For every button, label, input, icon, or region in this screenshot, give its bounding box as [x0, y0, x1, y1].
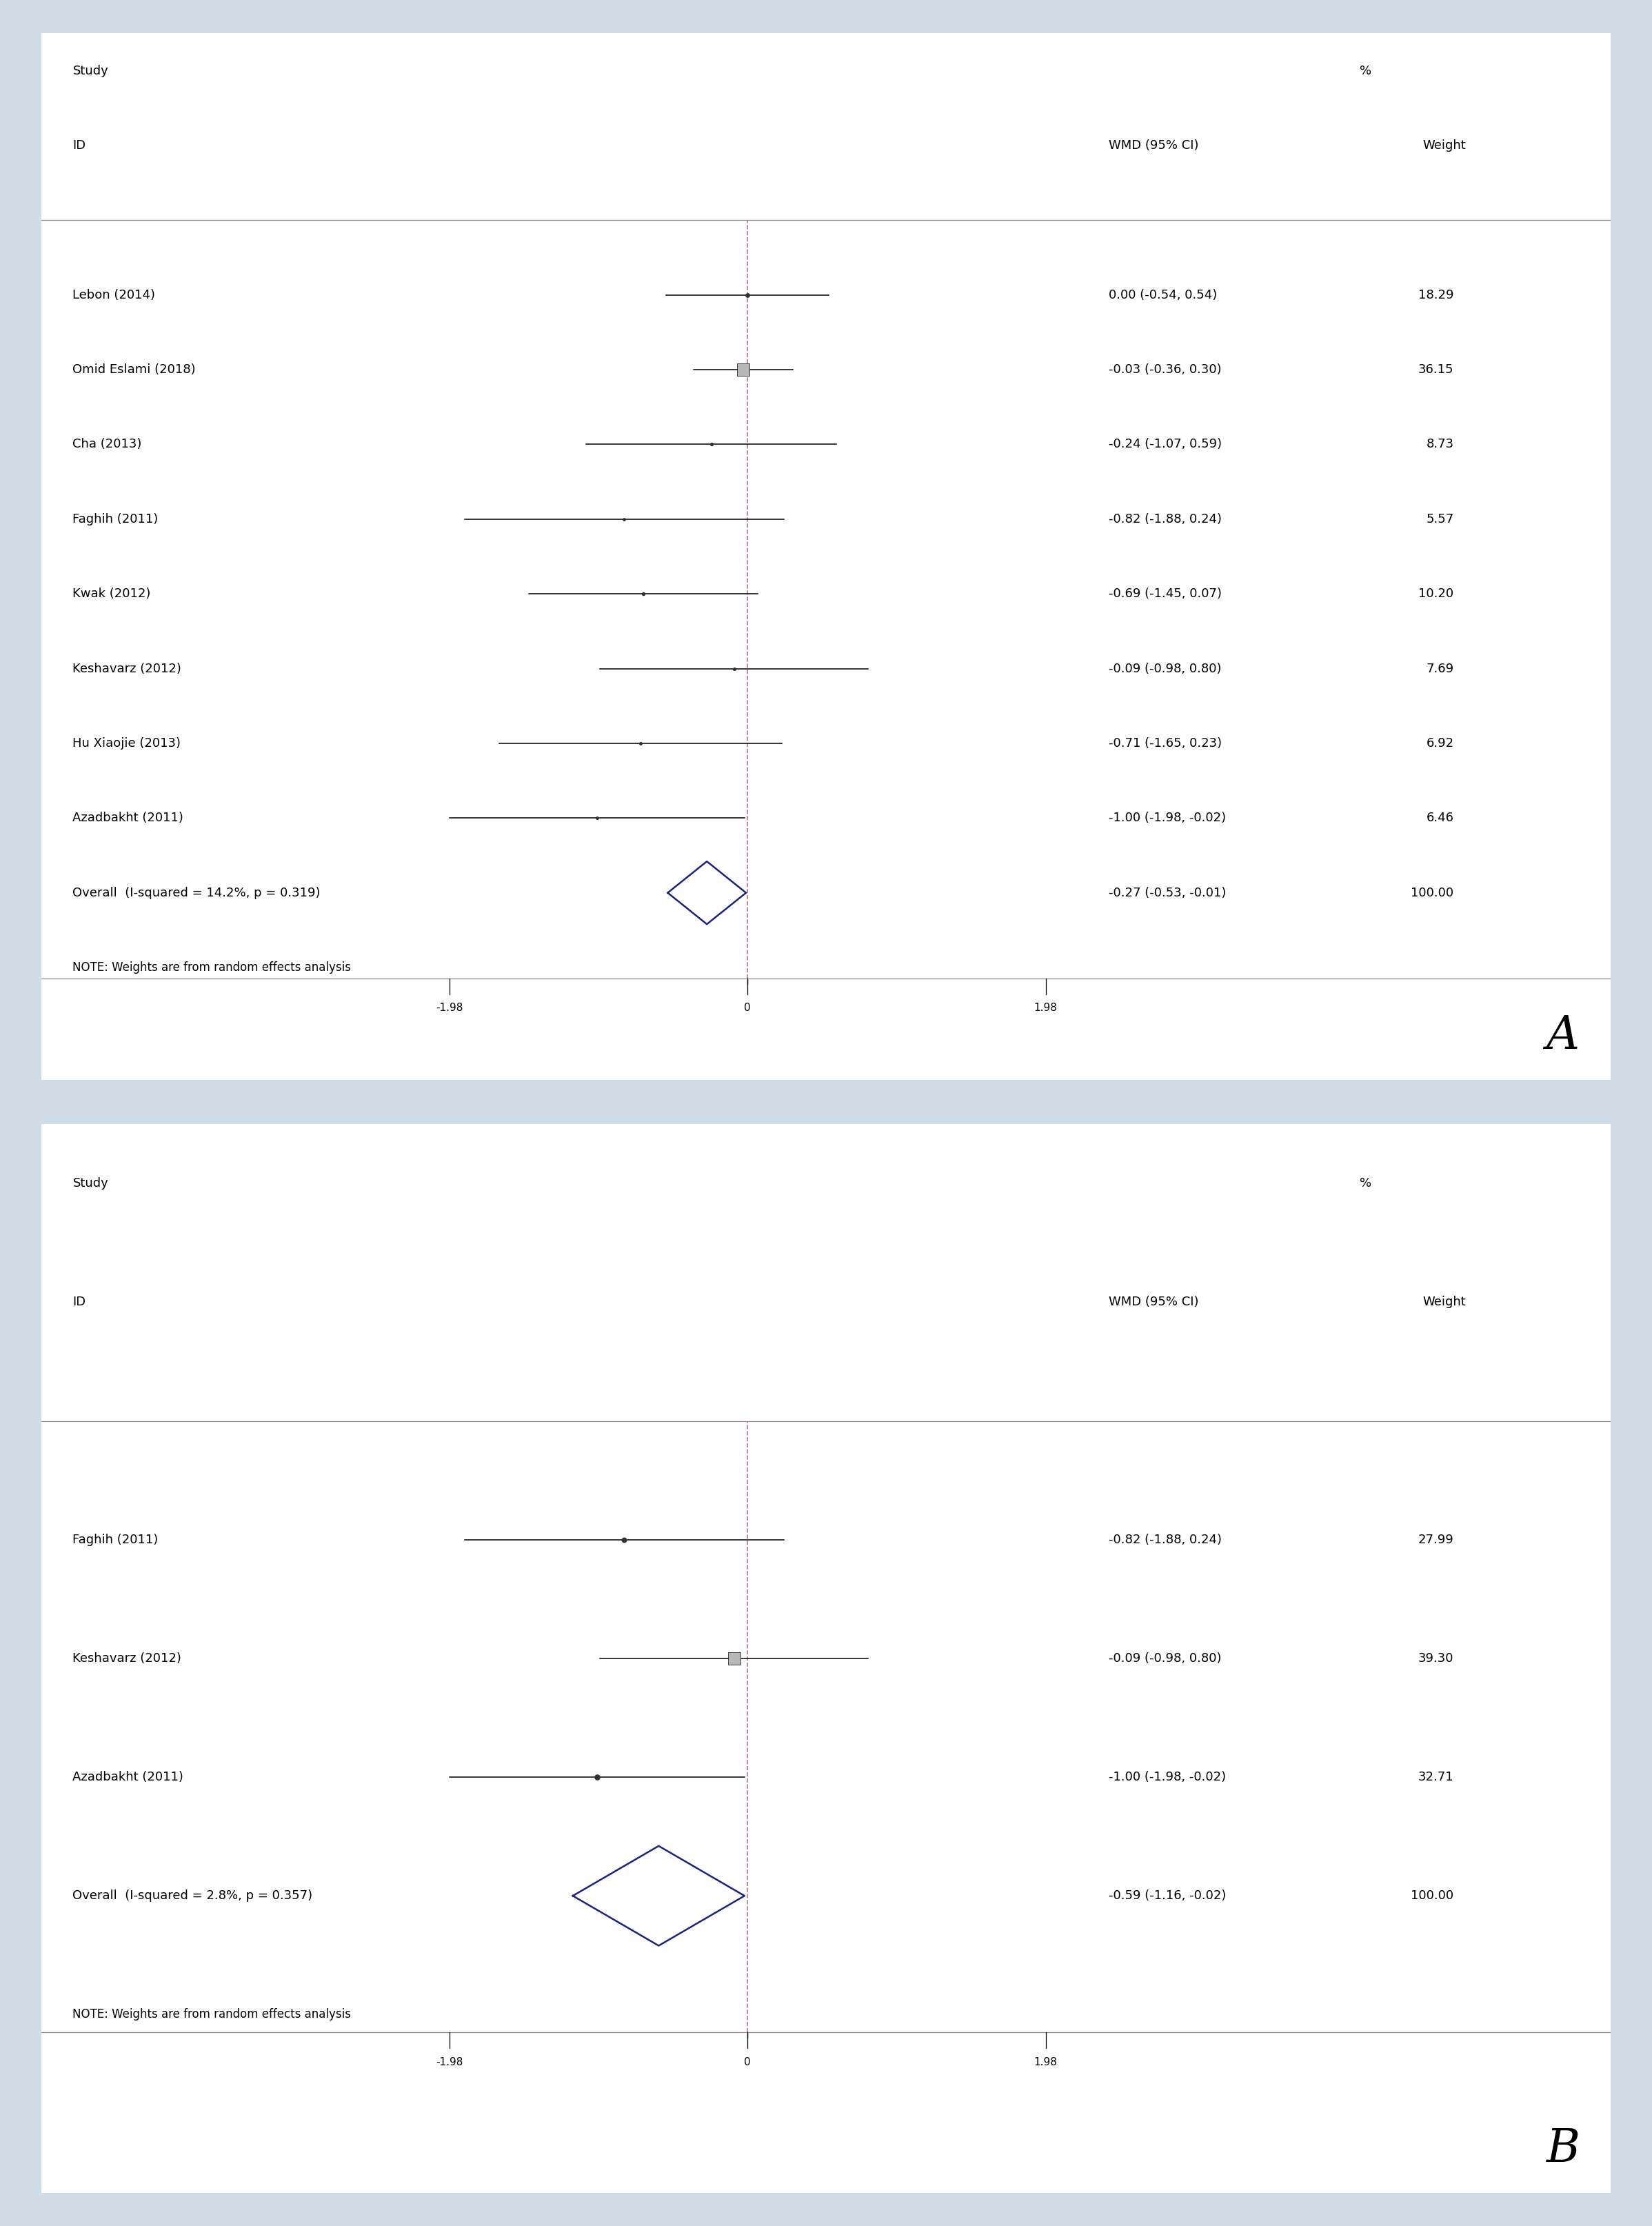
Text: A: A — [1546, 1013, 1579, 1060]
Text: -0.03 (-0.36, 0.30): -0.03 (-0.36, 0.30) — [1108, 363, 1221, 376]
Text: WMD (95% CI): WMD (95% CI) — [1108, 140, 1198, 151]
Text: 32.71: 32.71 — [1417, 1772, 1454, 1783]
Text: Lebon (2014): Lebon (2014) — [73, 289, 155, 301]
Text: 6.46: 6.46 — [1426, 812, 1454, 824]
Text: 36.15: 36.15 — [1419, 363, 1454, 376]
Text: -0.82 (-1.88, 0.24): -0.82 (-1.88, 0.24) — [1108, 512, 1221, 525]
Text: Study: Study — [73, 1178, 109, 1189]
Text: -0.24 (-1.07, 0.59): -0.24 (-1.07, 0.59) — [1108, 439, 1221, 450]
Text: Azadbakht (2011): Azadbakht (2011) — [73, 1772, 183, 1783]
Text: -1.98: -1.98 — [436, 1002, 463, 1013]
Text: -1.00 (-1.98, -0.02): -1.00 (-1.98, -0.02) — [1108, 1772, 1226, 1783]
Text: 6.92: 6.92 — [1426, 737, 1454, 750]
Text: WMD (95% CI): WMD (95% CI) — [1108, 1296, 1198, 1309]
Text: Overall  (I-squared = 14.2%, p = 0.319): Overall (I-squared = 14.2%, p = 0.319) — [73, 886, 320, 899]
Text: Omid Eslami (2018): Omid Eslami (2018) — [73, 363, 197, 376]
Text: Faghih (2011): Faghih (2011) — [73, 1534, 159, 1545]
Text: -0.82 (-1.88, 0.24): -0.82 (-1.88, 0.24) — [1108, 1534, 1221, 1545]
Text: Hu Xiaojie (2013): Hu Xiaojie (2013) — [73, 737, 182, 750]
Text: 10.20: 10.20 — [1419, 588, 1454, 601]
Text: 0: 0 — [743, 1002, 752, 1013]
Text: -0.09 (-0.98, 0.80): -0.09 (-0.98, 0.80) — [1108, 663, 1221, 674]
Text: B: B — [1546, 2126, 1579, 2170]
Text: -1.98: -1.98 — [436, 2057, 463, 2068]
Text: Cha (2013): Cha (2013) — [73, 439, 142, 450]
Text: -1.00 (-1.98, -0.02): -1.00 (-1.98, -0.02) — [1108, 812, 1226, 824]
Text: NOTE: Weights are from random effects analysis: NOTE: Weights are from random effects an… — [73, 2008, 352, 2021]
Text: 100.00: 100.00 — [1411, 886, 1454, 899]
Text: 1.98: 1.98 — [1034, 2057, 1057, 2068]
Text: Kwak (2012): Kwak (2012) — [73, 588, 150, 601]
Text: NOTE: Weights are from random effects analysis: NOTE: Weights are from random effects an… — [73, 962, 352, 973]
Text: Azadbakht (2011): Azadbakht (2011) — [73, 812, 183, 824]
Text: ID: ID — [73, 140, 86, 151]
Text: -0.09 (-0.98, 0.80): -0.09 (-0.98, 0.80) — [1108, 1652, 1221, 1665]
Text: -0.27 (-0.53, -0.01): -0.27 (-0.53, -0.01) — [1108, 886, 1226, 899]
Text: 0: 0 — [743, 2057, 752, 2068]
Text: -0.59 (-1.16, -0.02): -0.59 (-1.16, -0.02) — [1108, 1890, 1226, 1901]
Text: ID: ID — [73, 1296, 86, 1309]
Text: 27.99: 27.99 — [1417, 1534, 1454, 1545]
Text: Keshavarz (2012): Keshavarz (2012) — [73, 663, 182, 674]
Polygon shape — [667, 861, 747, 924]
Text: %: % — [1360, 65, 1371, 78]
Text: 5.57: 5.57 — [1426, 512, 1454, 525]
Text: 39.30: 39.30 — [1419, 1652, 1454, 1665]
Text: %: % — [1360, 1178, 1371, 1189]
Text: 1.98: 1.98 — [1034, 1002, 1057, 1013]
Text: Faghih (2011): Faghih (2011) — [73, 512, 159, 525]
Text: Overall  (I-squared = 2.8%, p = 0.357): Overall (I-squared = 2.8%, p = 0.357) — [73, 1890, 312, 1901]
Polygon shape — [573, 1845, 745, 1946]
Text: 100.00: 100.00 — [1411, 1890, 1454, 1901]
Text: Study: Study — [73, 65, 109, 78]
Text: 0.00 (-0.54, 0.54): 0.00 (-0.54, 0.54) — [1108, 289, 1218, 301]
Text: Keshavarz (2012): Keshavarz (2012) — [73, 1652, 182, 1665]
Text: Weight: Weight — [1422, 1296, 1465, 1309]
Text: 18.29: 18.29 — [1419, 289, 1454, 301]
Text: -0.71 (-1.65, 0.23): -0.71 (-1.65, 0.23) — [1108, 737, 1221, 750]
Text: Weight: Weight — [1422, 140, 1465, 151]
Text: 7.69: 7.69 — [1426, 663, 1454, 674]
Text: -0.69 (-1.45, 0.07): -0.69 (-1.45, 0.07) — [1108, 588, 1221, 601]
Text: 8.73: 8.73 — [1426, 439, 1454, 450]
